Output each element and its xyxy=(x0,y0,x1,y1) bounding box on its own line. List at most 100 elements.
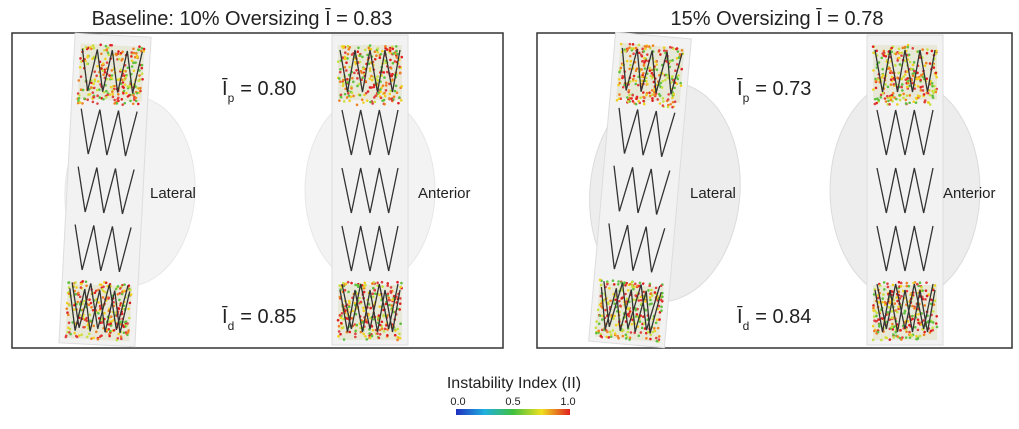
instability-point xyxy=(912,64,915,67)
instability-point xyxy=(930,330,933,333)
instability-point xyxy=(344,51,347,54)
instability-point xyxy=(339,314,342,317)
colorbar xyxy=(456,409,570,415)
instability-point xyxy=(925,281,928,284)
instability-point xyxy=(900,78,903,81)
instability-point xyxy=(345,61,348,64)
instability-point xyxy=(892,284,895,287)
instability-point xyxy=(395,50,398,53)
instability-point xyxy=(344,93,347,96)
instability-point xyxy=(369,67,372,70)
instability-point xyxy=(381,99,384,102)
instability-point xyxy=(374,50,377,53)
instability-point xyxy=(887,311,890,314)
instability-point xyxy=(896,77,899,80)
instability-point xyxy=(363,285,366,288)
instability-point xyxy=(896,103,899,106)
instability-point xyxy=(371,282,374,285)
instability-point xyxy=(935,72,938,75)
instability-point xyxy=(354,283,357,286)
instability-point xyxy=(387,292,390,295)
instability-point xyxy=(378,305,381,308)
instability-point xyxy=(908,324,911,327)
instability-point xyxy=(897,306,900,309)
instability-point xyxy=(398,332,401,335)
instability-point xyxy=(906,86,909,89)
instability-point xyxy=(934,299,937,302)
instability-point xyxy=(382,315,385,318)
instability-point xyxy=(390,286,393,289)
instability-point xyxy=(346,317,349,320)
instability-point xyxy=(893,96,896,99)
instability-point xyxy=(936,326,939,329)
instability-point xyxy=(376,51,379,54)
instability-point xyxy=(908,331,911,334)
instability-point xyxy=(881,297,884,300)
instability-point xyxy=(372,329,375,332)
instability-point xyxy=(915,78,918,81)
instability-point xyxy=(369,44,372,47)
instability-point xyxy=(912,74,915,77)
instability-point xyxy=(386,284,389,287)
instability-point xyxy=(902,93,905,96)
instability-point xyxy=(338,330,341,333)
instability-point xyxy=(374,292,377,295)
instability-point xyxy=(924,64,927,67)
instability-point xyxy=(887,100,890,103)
instability-point xyxy=(350,87,353,90)
instability-point xyxy=(876,97,879,100)
instability-point xyxy=(931,50,934,53)
instability-point xyxy=(872,309,875,312)
instability-point xyxy=(388,97,391,100)
instability-point xyxy=(892,336,895,339)
instability-point xyxy=(351,53,354,56)
instability-point xyxy=(359,61,362,64)
instability-point xyxy=(898,51,901,54)
instability-point xyxy=(889,97,892,100)
instability-point xyxy=(896,311,899,314)
instability-point xyxy=(338,284,341,287)
instability-point xyxy=(872,325,875,328)
instability-point xyxy=(350,95,353,98)
instability-point xyxy=(916,283,919,286)
instability-point xyxy=(883,51,886,54)
instability-point xyxy=(396,91,399,94)
instability-point xyxy=(379,333,382,336)
instability-point xyxy=(374,58,377,61)
instability-point xyxy=(357,46,360,49)
instability-point xyxy=(901,52,904,55)
instability-point xyxy=(880,57,883,60)
instability-point xyxy=(882,54,885,57)
instability-point xyxy=(379,88,382,91)
instability-point xyxy=(366,99,369,102)
instability-point xyxy=(917,94,920,97)
instability-point xyxy=(392,62,395,65)
instability-point xyxy=(396,53,399,56)
panel-title: Baseline: 10% Oversizing Ī = 0.83 xyxy=(92,7,393,30)
instability-point xyxy=(875,87,878,90)
instability-point xyxy=(352,80,355,83)
instability-point xyxy=(895,53,898,56)
instability-point xyxy=(369,77,372,80)
instability-point xyxy=(905,330,908,333)
instability-point xyxy=(387,296,390,299)
instability-point xyxy=(883,281,886,284)
instability-point xyxy=(900,54,903,57)
instability-point xyxy=(878,61,881,64)
instability-point xyxy=(400,56,403,59)
instability-point xyxy=(917,313,920,316)
instability-point xyxy=(394,334,397,337)
instability-point xyxy=(914,326,917,329)
instability-point xyxy=(905,336,908,339)
instability-point xyxy=(342,326,345,329)
instability-point xyxy=(922,89,925,92)
instability-point xyxy=(872,69,875,72)
instability-point xyxy=(360,301,363,304)
instability-point xyxy=(346,96,349,99)
instability-point xyxy=(917,50,920,53)
instability-point xyxy=(397,102,400,105)
instability-point xyxy=(879,96,882,99)
instability-point xyxy=(919,281,922,284)
colorbar-tick-label: 1.0 xyxy=(560,396,575,408)
instability-point xyxy=(365,338,368,341)
